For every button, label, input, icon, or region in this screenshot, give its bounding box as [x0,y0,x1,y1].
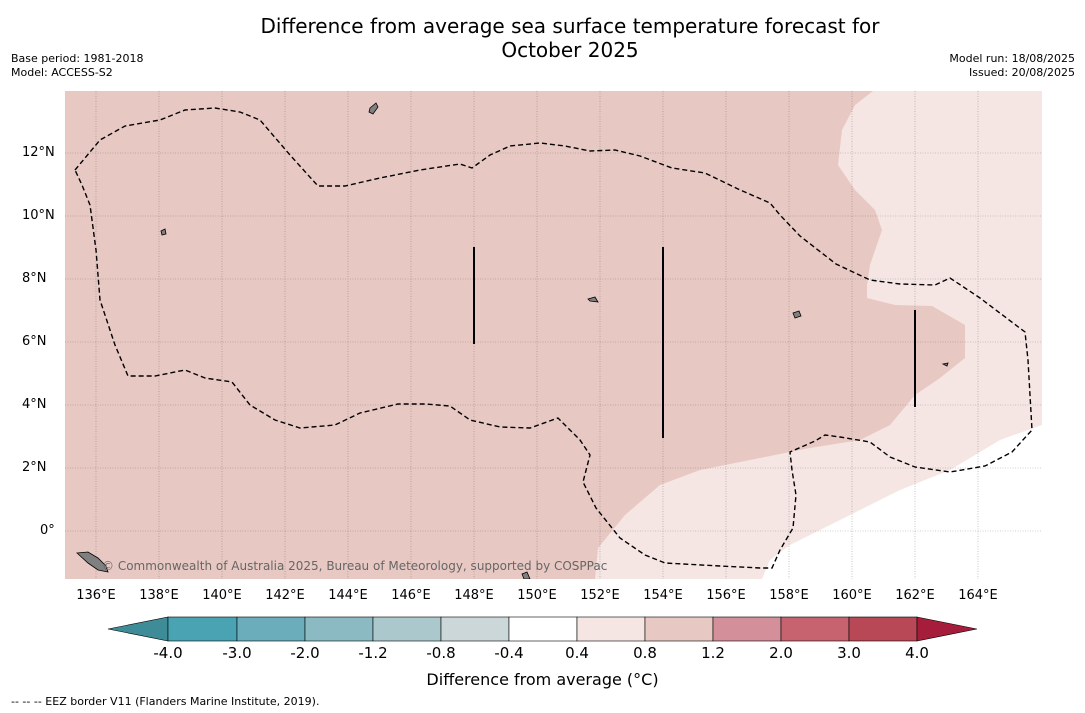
lon-tick-156e: 156°E [706,588,746,603]
lon-tick-150e: 150°E [517,588,557,603]
lon-tick-158e: 158°E [769,588,809,603]
lat-tick-2n: 2°N [22,460,47,475]
lon-tick-142e: 142°E [265,588,305,603]
colorbar-segment-8 [644,616,714,642]
run-info: Model run: 18/08/2025 Issued: 20/08/2025 [949,52,1075,80]
lon-tick-136e: 136°E [76,588,116,603]
base-period: Base period: 1981-2018 [11,52,144,65]
colorbar-tick: 0.8 [633,644,657,662]
lat-tick-0: 0° [40,523,55,538]
colorbar-tick: 1.2 [701,644,725,662]
lat-tick-12n: 12°N [22,145,55,160]
colorbar-segment-6 [508,616,578,642]
map-title-line1: Difference from average sea surface temp… [260,14,880,38]
lon-tick-146e: 146°E [391,588,431,603]
eez-border [74,107,1033,569]
colorbar-segment-5 [440,616,510,642]
model-info: Base period: 1981-2018 Model: ACCESS-S2 [11,52,143,80]
colorbar-tick: -0.4 [494,644,524,662]
graticule [65,91,1042,579]
colorbar-extend-low [107,616,169,642]
colorbar-tick: -0.8 [426,644,456,662]
colorbar-label: Difference from average (°C) [426,670,659,689]
land-islands [76,102,949,579]
colorbar-tick: 2.0 [769,644,793,662]
colorbar-tick: 3.0 [837,644,861,662]
lon-tick-152e: 152°E [580,588,620,603]
colorbar-tick: -4.0 [153,644,183,662]
colorbar-segment-7 [576,616,646,642]
lon-tick-164e: 164°E [958,588,998,603]
lon-tick-160e: 160°E [832,588,872,603]
lat-tick-6n: 6°N [22,334,47,349]
colorbar-segment-11 [848,616,918,642]
colorbar [107,616,978,642]
lon-tick-144e: 144°E [328,588,368,603]
lat-tick-4n: 4°N [22,397,47,412]
colorbar-segment-3 [304,616,374,642]
model-run-date: Model run: 18/08/2025 [949,52,1075,65]
colorbar-tick: -3.0 [222,644,252,662]
colorbar-extend-high [916,616,978,642]
copyright-text: © Commonwealth of Australia 2025, Bureau… [102,559,607,573]
map-title: Difference from average sea surface temp… [220,14,920,62]
lon-tick-140e: 140°E [202,588,242,603]
lon-tick-138e: 138°E [139,588,179,603]
colorbar-segment-9 [712,616,782,642]
anomaly-region-warm [65,91,965,579]
colorbar-segment-10 [780,616,850,642]
eez-footnote: -- -- -- EEZ border V11 (Flanders Marine… [11,695,320,708]
colorbar-tick: -2.0 [290,644,320,662]
issued-date: Issued: 20/08/2025 [968,66,1075,79]
colorbar-tick: 4.0 [905,644,929,662]
lat-tick-10n: 10°N [22,208,55,223]
colorbar-tick: -1.2 [358,644,388,662]
colorbar-segment-1 [167,616,238,642]
lat-tick-8n: 8°N [22,271,47,286]
colorbar-segment-4 [372,616,442,642]
map-title-line2: October 2025 [501,38,639,62]
lon-tick-148e: 148°E [454,588,494,603]
meridian-markers [473,247,916,438]
lon-tick-162e: 162°E [895,588,935,603]
colorbar-segment-2 [236,616,306,642]
model-name: Model: ACCESS-S2 [11,66,113,79]
colorbar-tick: 0.4 [565,644,589,662]
lon-tick-154e: 154°E [643,588,683,603]
